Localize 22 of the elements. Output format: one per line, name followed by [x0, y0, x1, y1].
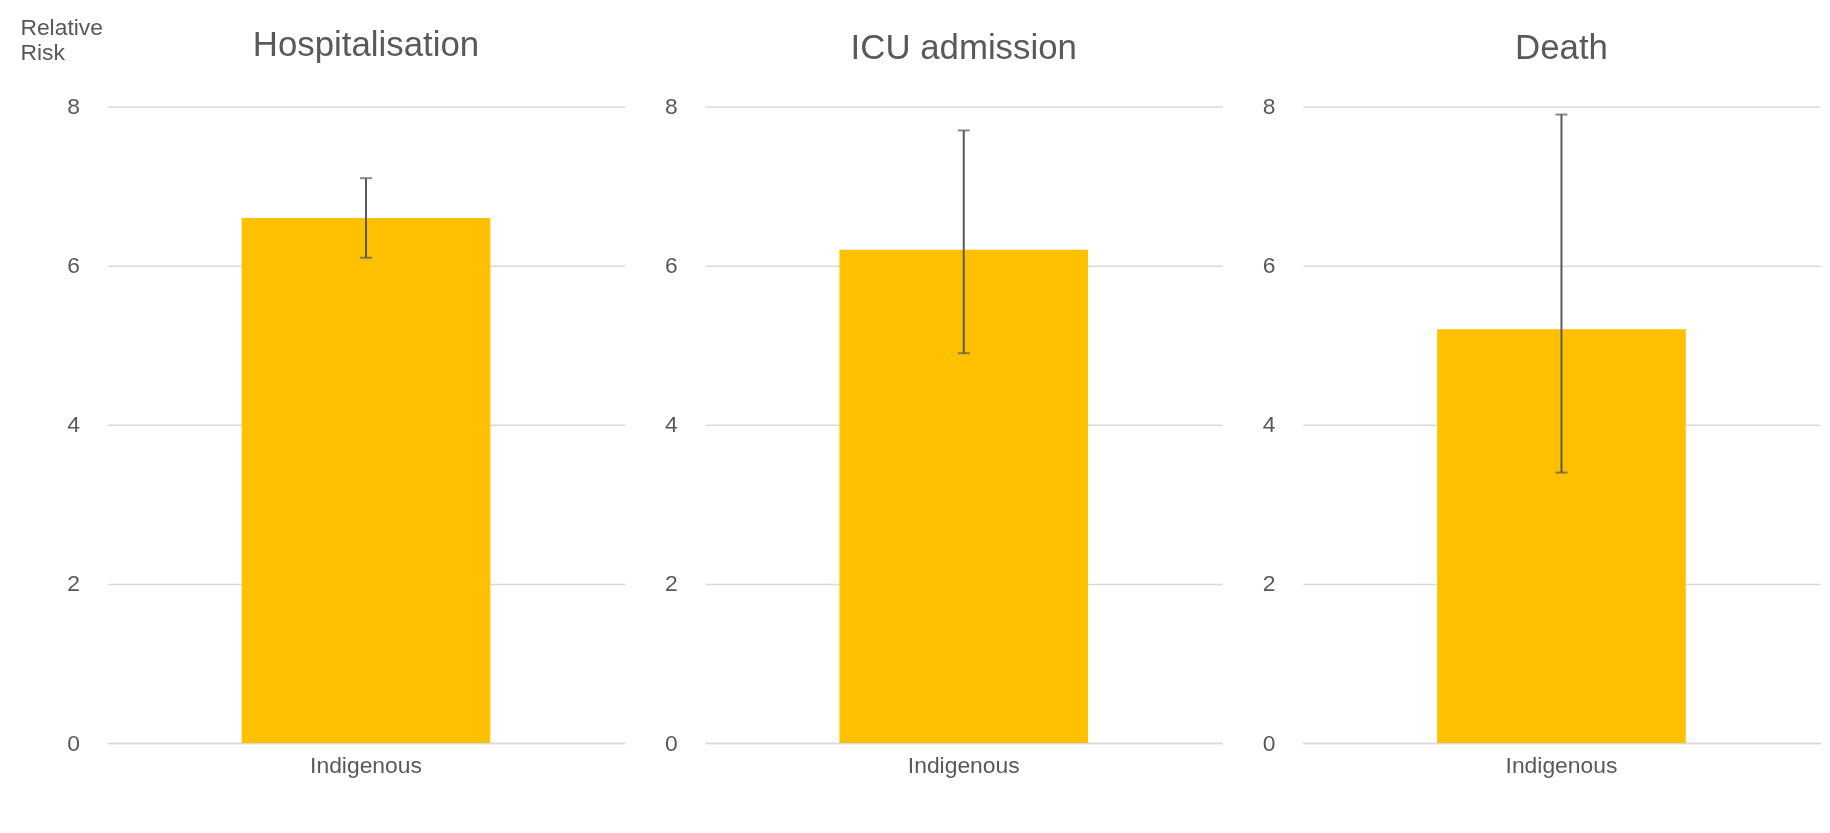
- y-tick-label: 0: [67, 729, 81, 756]
- y-tick-label: 2: [665, 570, 678, 597]
- y-tick-label: 4: [67, 411, 81, 438]
- x-tick-label: Indigenous: [1505, 752, 1618, 779]
- y-tick-label: 0: [1262, 729, 1276, 756]
- y-tick-label: 8: [665, 93, 678, 120]
- x-tick-label: Indigenous: [907, 752, 1020, 779]
- y-tick-label: 0: [665, 729, 678, 756]
- y-tick-label: 6: [67, 252, 81, 279]
- y-tick-label: 4: [665, 411, 679, 438]
- y-tick-label: 6: [665, 252, 678, 279]
- y-tick-label: 2: [1262, 570, 1276, 597]
- x-tick-label: Indigenous: [310, 752, 422, 779]
- y-axis-title: Relative Risk: [20, 14, 103, 66]
- chart-title: ICU admission: [850, 26, 1077, 66]
- chart-title: Hospitalisation: [252, 23, 480, 63]
- y-tick-label: 2: [67, 570, 81, 597]
- y-tick-label: 4: [1262, 411, 1276, 438]
- y-tick-label: 8: [1262, 93, 1276, 120]
- chart-title: Death: [1515, 26, 1608, 66]
- y-tick-label: 8: [67, 93, 81, 120]
- y-tick-label: 6: [1262, 252, 1276, 279]
